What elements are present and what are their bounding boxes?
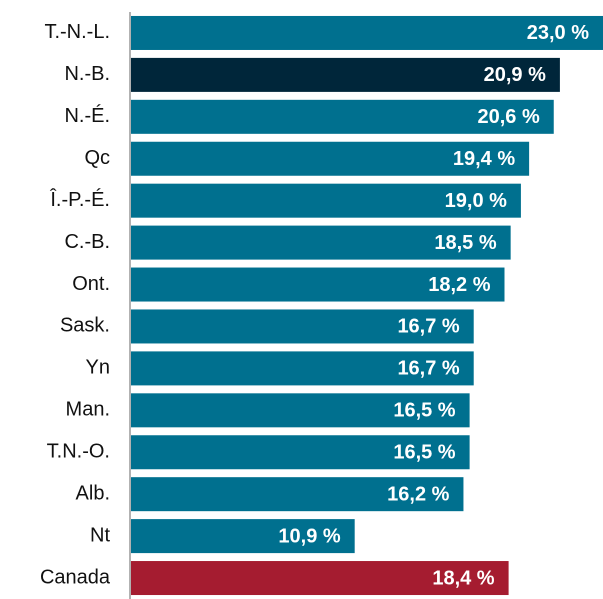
bar [131,435,470,470]
bar [131,141,530,176]
value-label: 16,5 % [393,442,455,464]
category-label: T.N.-O. [47,441,110,463]
category-label: Nt [90,524,110,546]
bar [131,183,521,218]
value-label: 18,2 % [428,274,490,296]
value-label: 19,4 % [453,148,515,170]
category-label: N.-B. [64,63,110,85]
bar [131,519,355,554]
bar [131,15,603,50]
category-label: N.-É. [64,104,110,127]
category-label: C.-B. [64,231,110,253]
value-label: 16,2 % [387,483,449,505]
category-label: Yn [86,357,110,379]
bar [131,225,511,260]
value-label: 19,0 % [445,190,507,212]
bar [131,393,470,428]
category-label: Sask. [60,315,110,337]
value-label: 16,7 % [397,316,459,338]
value-label: 18,4 % [432,567,494,589]
category-label: Canada [40,566,111,588]
bar [131,57,560,92]
bar [131,267,505,302]
category-label: T.-N.-L. [44,21,110,43]
bar [131,477,464,512]
bar [131,561,509,596]
category-label: Qc [84,147,110,169]
value-label: 16,5 % [393,400,455,422]
category-label: Ont. [72,273,110,295]
category-label: Î.-P.-É. [49,188,110,211]
bar [131,351,474,386]
category-label: Alb. [76,482,110,504]
value-label: 10,9 % [278,525,340,547]
value-label: 18,5 % [434,232,496,254]
bar [131,99,554,134]
value-label: 20,6 % [477,106,539,128]
value-label: 23,0 % [527,22,589,44]
value-label: 20,9 % [484,64,546,86]
category-label: Man. [66,399,110,421]
bar [131,309,474,344]
value-label: 16,7 % [397,358,459,380]
